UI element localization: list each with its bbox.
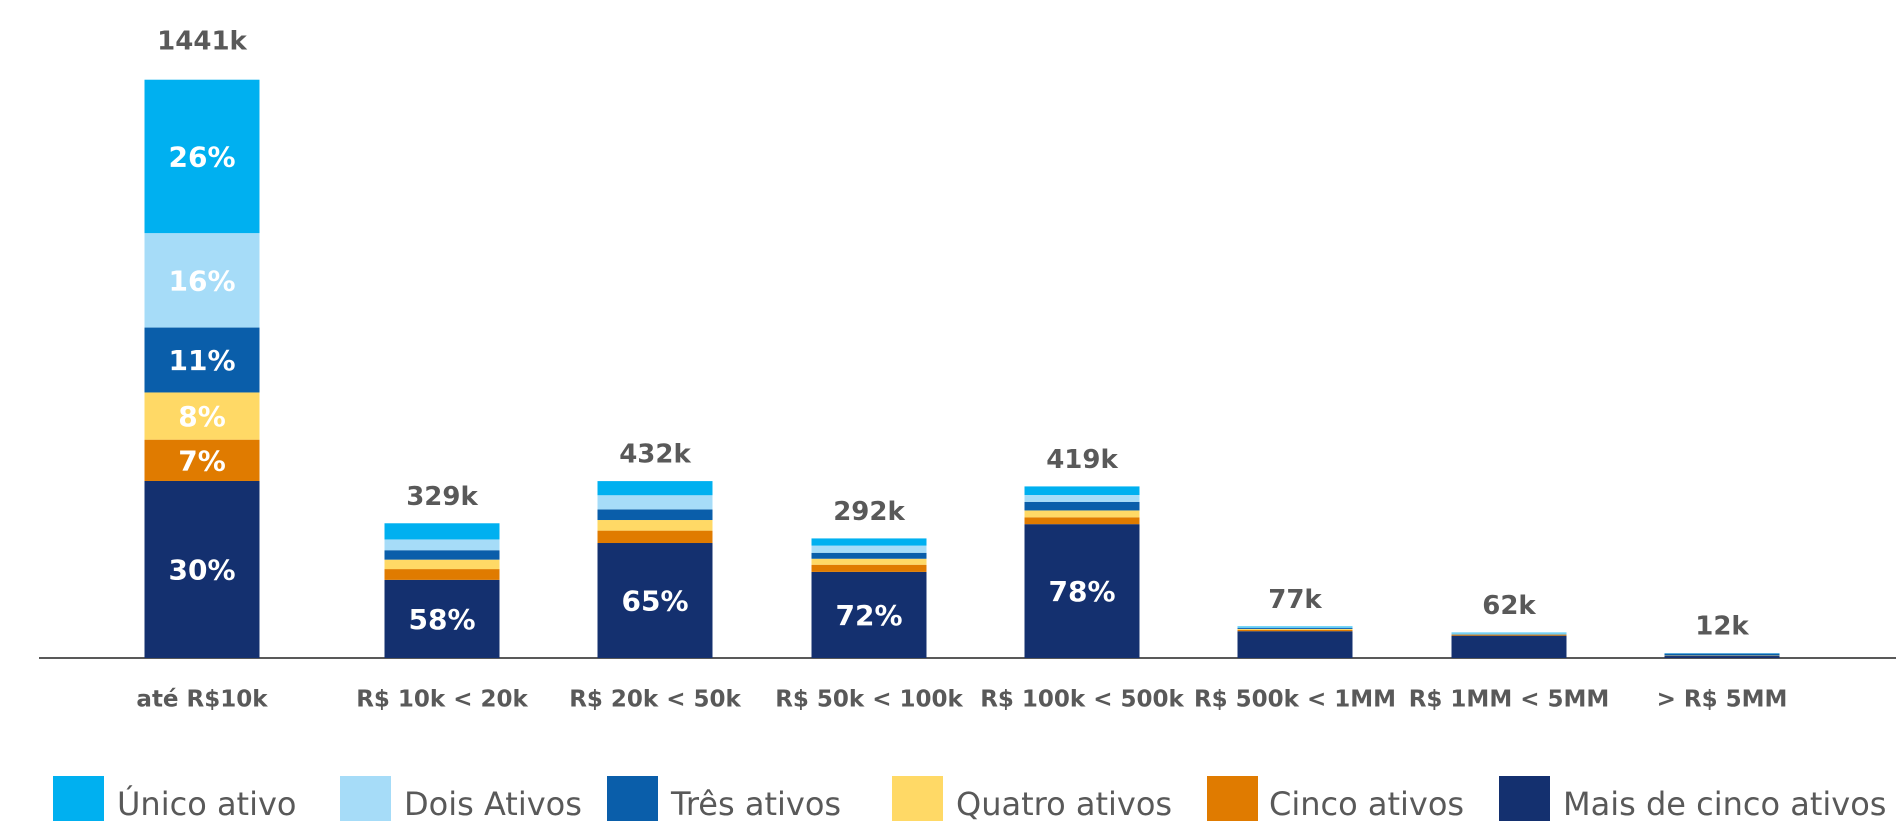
- segment-label: 7%: [178, 444, 226, 477]
- bar-segment: [1451, 634, 1567, 636]
- x-tick-label: R$ 100k < 500k: [980, 687, 1184, 713]
- legend-swatch: [1207, 776, 1258, 821]
- bar-segment: [384, 539, 500, 551]
- bar-segment: [144, 480, 260, 658]
- total-label: 62k: [1482, 591, 1536, 621]
- bar-segment: [597, 495, 713, 510]
- total-label: 292k: [833, 497, 905, 527]
- bar-segment: [811, 571, 927, 658]
- bar-segment: [384, 569, 500, 580]
- total-label: 419k: [1046, 445, 1118, 475]
- x-tick-label: R$ 20k < 50k: [569, 687, 741, 713]
- segment-label: 11%: [168, 344, 235, 377]
- bar-segment: [597, 520, 713, 531]
- bar-segment: [1024, 524, 1140, 658]
- legend-label: Cinco ativos: [1269, 785, 1464, 821]
- bar-segment: [1451, 632, 1567, 634]
- bar-segment: [1237, 628, 1353, 630]
- legend-swatch: [340, 776, 391, 821]
- legend-swatch: [892, 776, 943, 821]
- bar-segment: [144, 439, 260, 481]
- bar-segment: [144, 233, 260, 328]
- x-tick-label: R$ 500k < 1MM: [1194, 687, 1396, 713]
- bar-segment: [1664, 656, 1780, 658]
- bar-segment: [597, 509, 713, 521]
- segment-label: 78%: [1048, 575, 1115, 608]
- bar-segment: [1237, 628, 1353, 629]
- bar-segment: [811, 558, 927, 565]
- bar-segment: [811, 564, 927, 572]
- x-tick-label: R$ 1MM < 5MM: [1409, 687, 1610, 713]
- segment-label: 8%: [178, 400, 226, 433]
- bar-segment: [1451, 633, 1567, 634]
- legend-swatch: [53, 776, 104, 821]
- x-tick-label: R$ 50k < 100k: [775, 687, 963, 713]
- total-label: 12k: [1695, 612, 1749, 642]
- bar-segment: [384, 559, 500, 570]
- bar-segment: [1024, 486, 1140, 495]
- bar-segment: [144, 392, 260, 440]
- bar-segment: [384, 579, 500, 658]
- segment-label: 65%: [621, 585, 688, 618]
- segment-label: 58%: [408, 603, 475, 636]
- bar-segment: [1024, 494, 1140, 502]
- bar-segment: [1451, 635, 1567, 658]
- bar-segment: [597, 530, 713, 544]
- bar-segment: [811, 538, 927, 546]
- x-tick-label: > R$ 5MM: [1657, 687, 1788, 713]
- bar-segment: [811, 552, 927, 559]
- legend-label: Mais de cinco ativos: [1563, 785, 1886, 821]
- bar-segment: [1451, 634, 1567, 635]
- x-tick-label: até R$10k: [136, 687, 268, 713]
- bar-segment: [1664, 653, 1780, 656]
- bar-segment: [1237, 629, 1353, 632]
- total-label: 432k: [619, 440, 691, 470]
- bar-segment: [1024, 510, 1140, 518]
- legend-swatch: [1499, 776, 1550, 821]
- bar-segment: [1237, 626, 1353, 628]
- segment-label: 72%: [835, 599, 902, 632]
- legend-swatch: [607, 776, 658, 821]
- x-tick-label: R$ 10k < 20k: [356, 687, 528, 713]
- segment-label: 26%: [168, 140, 235, 173]
- bar-segment: [384, 550, 500, 560]
- total-label: 1441k: [157, 26, 247, 56]
- bar-segment: [1237, 631, 1353, 658]
- legend-label: Três ativos: [670, 785, 841, 821]
- total-label: 329k: [406, 482, 478, 512]
- legend-label: Quatro ativos: [956, 785, 1172, 821]
- bar-segment: [144, 79, 260, 234]
- bar-segment: [1237, 627, 1353, 629]
- bar-segment: [1024, 501, 1140, 511]
- bar-segment: [144, 327, 260, 393]
- bar-segment: [384, 523, 500, 540]
- segment-label: 16%: [168, 264, 235, 297]
- legend-label: Único ativo: [117, 784, 297, 821]
- bar-segment: [811, 545, 927, 553]
- segment-label: 30%: [168, 553, 235, 586]
- bar-segment: [597, 481, 713, 496]
- legend-label: Dois Ativos: [404, 785, 582, 821]
- bar-segment: [597, 543, 713, 658]
- total-label: 77k: [1268, 585, 1322, 615]
- bar-segment: [1024, 517, 1140, 525]
- bar-segment: [1451, 633, 1567, 635]
